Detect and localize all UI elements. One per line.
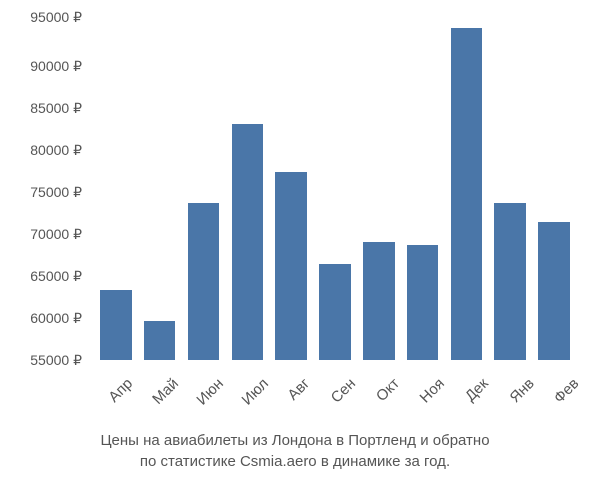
bars-region	[90, 10, 580, 360]
bar	[538, 222, 570, 360]
x-tick-slot: Дек	[446, 368, 491, 418]
bar-slot	[138, 10, 182, 360]
x-tick-slot: Сен	[313, 368, 358, 418]
bar	[232, 124, 264, 360]
bar	[407, 245, 439, 361]
x-tick-slot: Ноя	[402, 368, 447, 418]
x-tick-slot: Июн	[179, 368, 224, 418]
chart-caption: Цены на авиабилеты из Лондона в Портленд…	[10, 430, 580, 472]
x-tick: Ноя	[417, 375, 448, 406]
x-tick: Фев	[551, 375, 583, 407]
x-tick-slot: Окт	[357, 368, 402, 418]
x-axis: Апр Май Июн Июл Авг Сен Окт Ноя Дек Янв Фев	[90, 368, 580, 418]
x-tick: Авг	[284, 375, 313, 404]
bar-slot	[225, 10, 269, 360]
bar-slot	[269, 10, 313, 360]
y-tick: 65000 ₽	[30, 269, 82, 283]
bar-slot	[488, 10, 532, 360]
caption-line-2: по статистике Csmia.aero в динамике за г…	[140, 453, 450, 470]
x-tick: Апр	[105, 375, 136, 406]
y-tick: 90000 ₽	[30, 59, 82, 73]
y-tick: 60000 ₽	[30, 311, 82, 325]
bar-slot	[401, 10, 445, 360]
x-tick: Окт	[373, 375, 403, 405]
x-tick: Сен	[328, 375, 359, 406]
bar	[363, 242, 395, 360]
bar-slot	[532, 10, 576, 360]
x-tick: Май	[149, 375, 182, 408]
bar	[144, 321, 176, 360]
x-tick-slot: Авг	[268, 368, 313, 418]
x-tick: Дек	[462, 375, 492, 405]
bar-slot	[313, 10, 357, 360]
x-tick: Июл	[238, 375, 272, 409]
x-tick-slot: Апр	[90, 368, 135, 418]
bar-slot	[182, 10, 226, 360]
y-tick: 55000 ₽	[30, 353, 82, 367]
bar	[494, 203, 526, 361]
bar-slot	[445, 10, 489, 360]
bar	[100, 290, 132, 360]
x-tick-slot: Фев	[535, 368, 580, 418]
caption-line-1: Цены на авиабилеты из Лондона в Портленд…	[100, 432, 489, 449]
bar-slot	[94, 10, 138, 360]
price-chart: 95000 ₽ 90000 ₽ 85000 ₽ 80000 ₽ 75000 ₽ 70000…	[0, 0, 600, 500]
y-tick: 75000 ₽	[30, 185, 82, 199]
x-tick-slot: Янв	[491, 368, 536, 418]
x-tick: Июн	[194, 375, 227, 408]
x-tick: Янв	[506, 375, 537, 406]
y-tick: 85000 ₽	[30, 101, 82, 115]
bar	[275, 172, 307, 360]
bar	[319, 264, 351, 360]
y-tick: 70000 ₽	[30, 227, 82, 241]
y-tick: 95000 ₽	[30, 10, 82, 24]
bar	[451, 28, 483, 361]
x-tick-slot: Май	[135, 368, 180, 418]
x-tick-slot: Июл	[224, 368, 269, 418]
y-tick: 80000 ₽	[30, 143, 82, 157]
bar	[188, 203, 220, 361]
y-axis: 95000 ₽ 90000 ₽ 85000 ₽ 80000 ₽ 75000 ₽ 70000…	[10, 10, 90, 360]
plot-area: 95000 ₽ 90000 ₽ 85000 ₽ 80000 ₽ 75000 ₽ 70000…	[10, 10, 580, 360]
bar-slot	[357, 10, 401, 360]
